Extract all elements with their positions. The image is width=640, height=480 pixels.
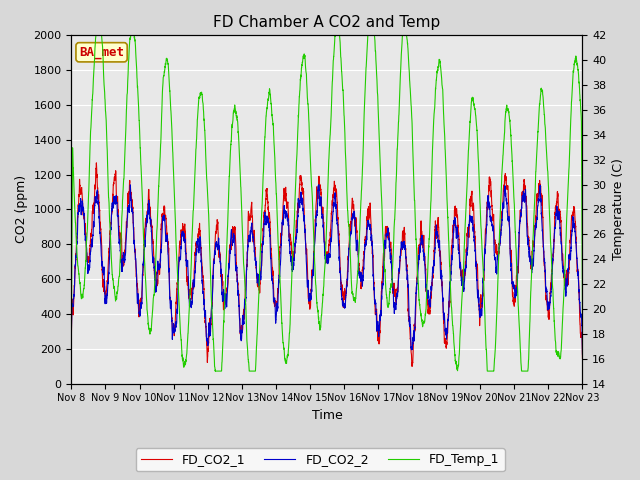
FD_Temp_1 [68,322,76,327]
FD_CO2_1 [159,215,167,221]
FD_Temp_1 [578,227,586,233]
FD_CO2_1 [308,274,316,279]
Legend: FD_CO2_1, FD_CO2_2, FD_Temp_1: FD_CO2_1, FD_CO2_2, FD_Temp_1 [136,448,504,471]
Line: FD_CO2_2: FD_CO2_2 [72,185,582,354]
FD_CO2_2 [159,217,167,223]
FD_Temp_1 [159,74,167,80]
FD_CO2_1 [578,331,586,337]
Text: BA_met: BA_met [79,46,124,59]
Y-axis label: Temperature (C): Temperature (C) [612,158,625,260]
FD_CO2_2 [68,328,76,334]
Line: FD_CO2_1: FD_CO2_1 [72,163,582,366]
FD_CO2_1 [68,333,76,338]
FD_CO2_2 [578,323,586,328]
FD_CO2_2 [308,288,316,294]
FD_Temp_1 [470,105,478,110]
Line: FD_Temp_1: FD_Temp_1 [72,36,582,371]
Title: FD Chamber A CO2 and Temp: FD Chamber A CO2 and Temp [213,15,440,30]
Y-axis label: CO2 (ppm): CO2 (ppm) [15,175,28,243]
X-axis label: Time: Time [312,409,342,422]
FD_CO2_2 [442,329,449,335]
FD_CO2_1 [579,356,586,361]
FD_CO2_2 [470,239,478,244]
FD_Temp_1 [413,260,421,265]
FD_CO2_1 [470,222,478,228]
FD_CO2_2 [413,281,420,287]
FD_CO2_1 [93,160,100,166]
FD_Temp_1 [442,150,449,156]
FD_Temp_1 [579,315,586,321]
FD_CO2_2 [315,182,323,188]
FD_CO2_1 [408,363,415,369]
FD_Temp_1 [92,33,100,38]
FD_Temp_1 [211,368,219,374]
FD_CO2_1 [413,276,421,282]
FD_CO2_1 [442,338,449,344]
FD_CO2_2 [579,351,586,357]
FD_Temp_1 [308,184,316,190]
